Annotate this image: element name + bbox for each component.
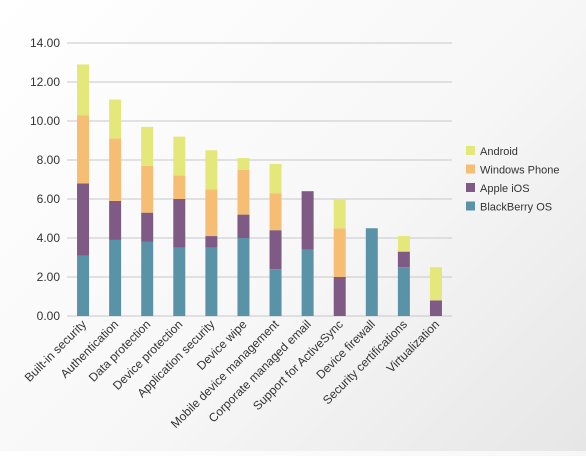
bar-segment-android-data-protection (141, 126, 154, 166)
bar-segment-windows-phone-built-in-security (77, 115, 90, 184)
legend-swatch-windows-phone (466, 164, 475, 174)
bar-segment-blackberry-os-security-certifications (397, 267, 410, 316)
bar-segment-apple-ios-support-for-activesync (333, 277, 346, 316)
bar-segment-apple-ios-built-in-security (77, 183, 90, 256)
y-tick-label: 6.00 (37, 192, 61, 206)
bar-segment-android-security-certifications (397, 236, 410, 252)
bar-segment-android-virtualization (429, 267, 442, 301)
bar-segment-windows-phone-authentication (109, 138, 122, 201)
y-tick-label: 12.00 (30, 75, 60, 89)
gridlines (67, 42, 452, 317)
bar-segment-android-built-in-security (77, 64, 90, 116)
bar-segment-apple-ios-virtualization (429, 300, 442, 316)
bar-segment-windows-phone-application-security (205, 189, 218, 237)
legend: Android Windows Phone Apple iOS BlackBerry … (466, 146, 560, 214)
y-axis-tick-labels: 0.00 2.00 4.00 6.00 8.00 10.00 12.00 14.00 (30, 36, 60, 323)
bar-segment-android-support-for-activesync (333, 199, 346, 229)
bar-segment-apple-ios-device-wipe (237, 214, 250, 238)
bars (77, 64, 442, 316)
y-tick-label: 4.00 (37, 231, 61, 245)
bar-segment-blackberry-os-built-in-security (77, 255, 90, 316)
y-tick-label: 0.00 (37, 309, 61, 323)
bar-segment-android-mobile-device-management (269, 163, 282, 194)
bar-segment-apple-ios-corporate-managed-email (301, 191, 314, 250)
bar-segment-blackberry-os-application-security (205, 247, 218, 316)
y-tick-label: 10.00 (30, 114, 60, 128)
legend-label-blackberry-os: BlackBerry OS (480, 202, 552, 214)
bar-segment-windows-phone-data-protection (141, 165, 154, 213)
bar-segment-windows-phone-device-wipe (237, 169, 250, 215)
bar-segment-blackberry-os-device-firewall (365, 228, 378, 316)
legend-label-windows-phone: Windows Phone (480, 165, 560, 177)
bar-segment-apple-ios-device-protection (173, 199, 186, 248)
bar-segment-windows-phone-device-protection (173, 175, 186, 199)
y-tick-label: 14.00 (30, 36, 60, 50)
bar-segment-blackberry-os-data-protection (141, 241, 154, 316)
bar-segment-blackberry-os-device-wipe (237, 238, 250, 316)
bar-segment-blackberry-os-mobile-device-management (269, 269, 282, 316)
bar-segment-windows-phone-support-for-activesync (333, 228, 346, 277)
bar-segment-blackberry-os-authentication (109, 239, 122, 316)
legend-label-android: Android (480, 146, 518, 158)
bar-segment-android-device-wipe (237, 158, 250, 170)
y-tick-label: 2.00 (37, 270, 61, 284)
y-tick-label: 8.00 (37, 153, 61, 167)
bar-segment-blackberry-os-device-protection (173, 247, 186, 316)
bar-segment-android-device-protection (173, 136, 186, 176)
legend-swatch-blackberry-os (466, 201, 475, 211)
bar-segment-apple-ios-mobile-device-management (269, 230, 282, 270)
bar-segment-apple-ios-authentication (109, 200, 122, 240)
bar-segment-android-authentication (109, 99, 122, 139)
bar-segment-apple-ios-application-security (205, 236, 218, 248)
bar-segment-apple-ios-security-certifications (397, 251, 410, 268)
legend-swatch-apple-ios (466, 183, 475, 192)
bar-segment-blackberry-os-corporate-managed-email (301, 249, 314, 316)
bar-segment-android-application-security (205, 150, 218, 190)
bar-segment-apple-ios-data-protection (141, 212, 154, 242)
legend-label-apple-ios: Apple iOS (480, 183, 530, 195)
bar-segment-windows-phone-mobile-device-management (269, 193, 282, 231)
legend-swatch-android (466, 146, 475, 155)
